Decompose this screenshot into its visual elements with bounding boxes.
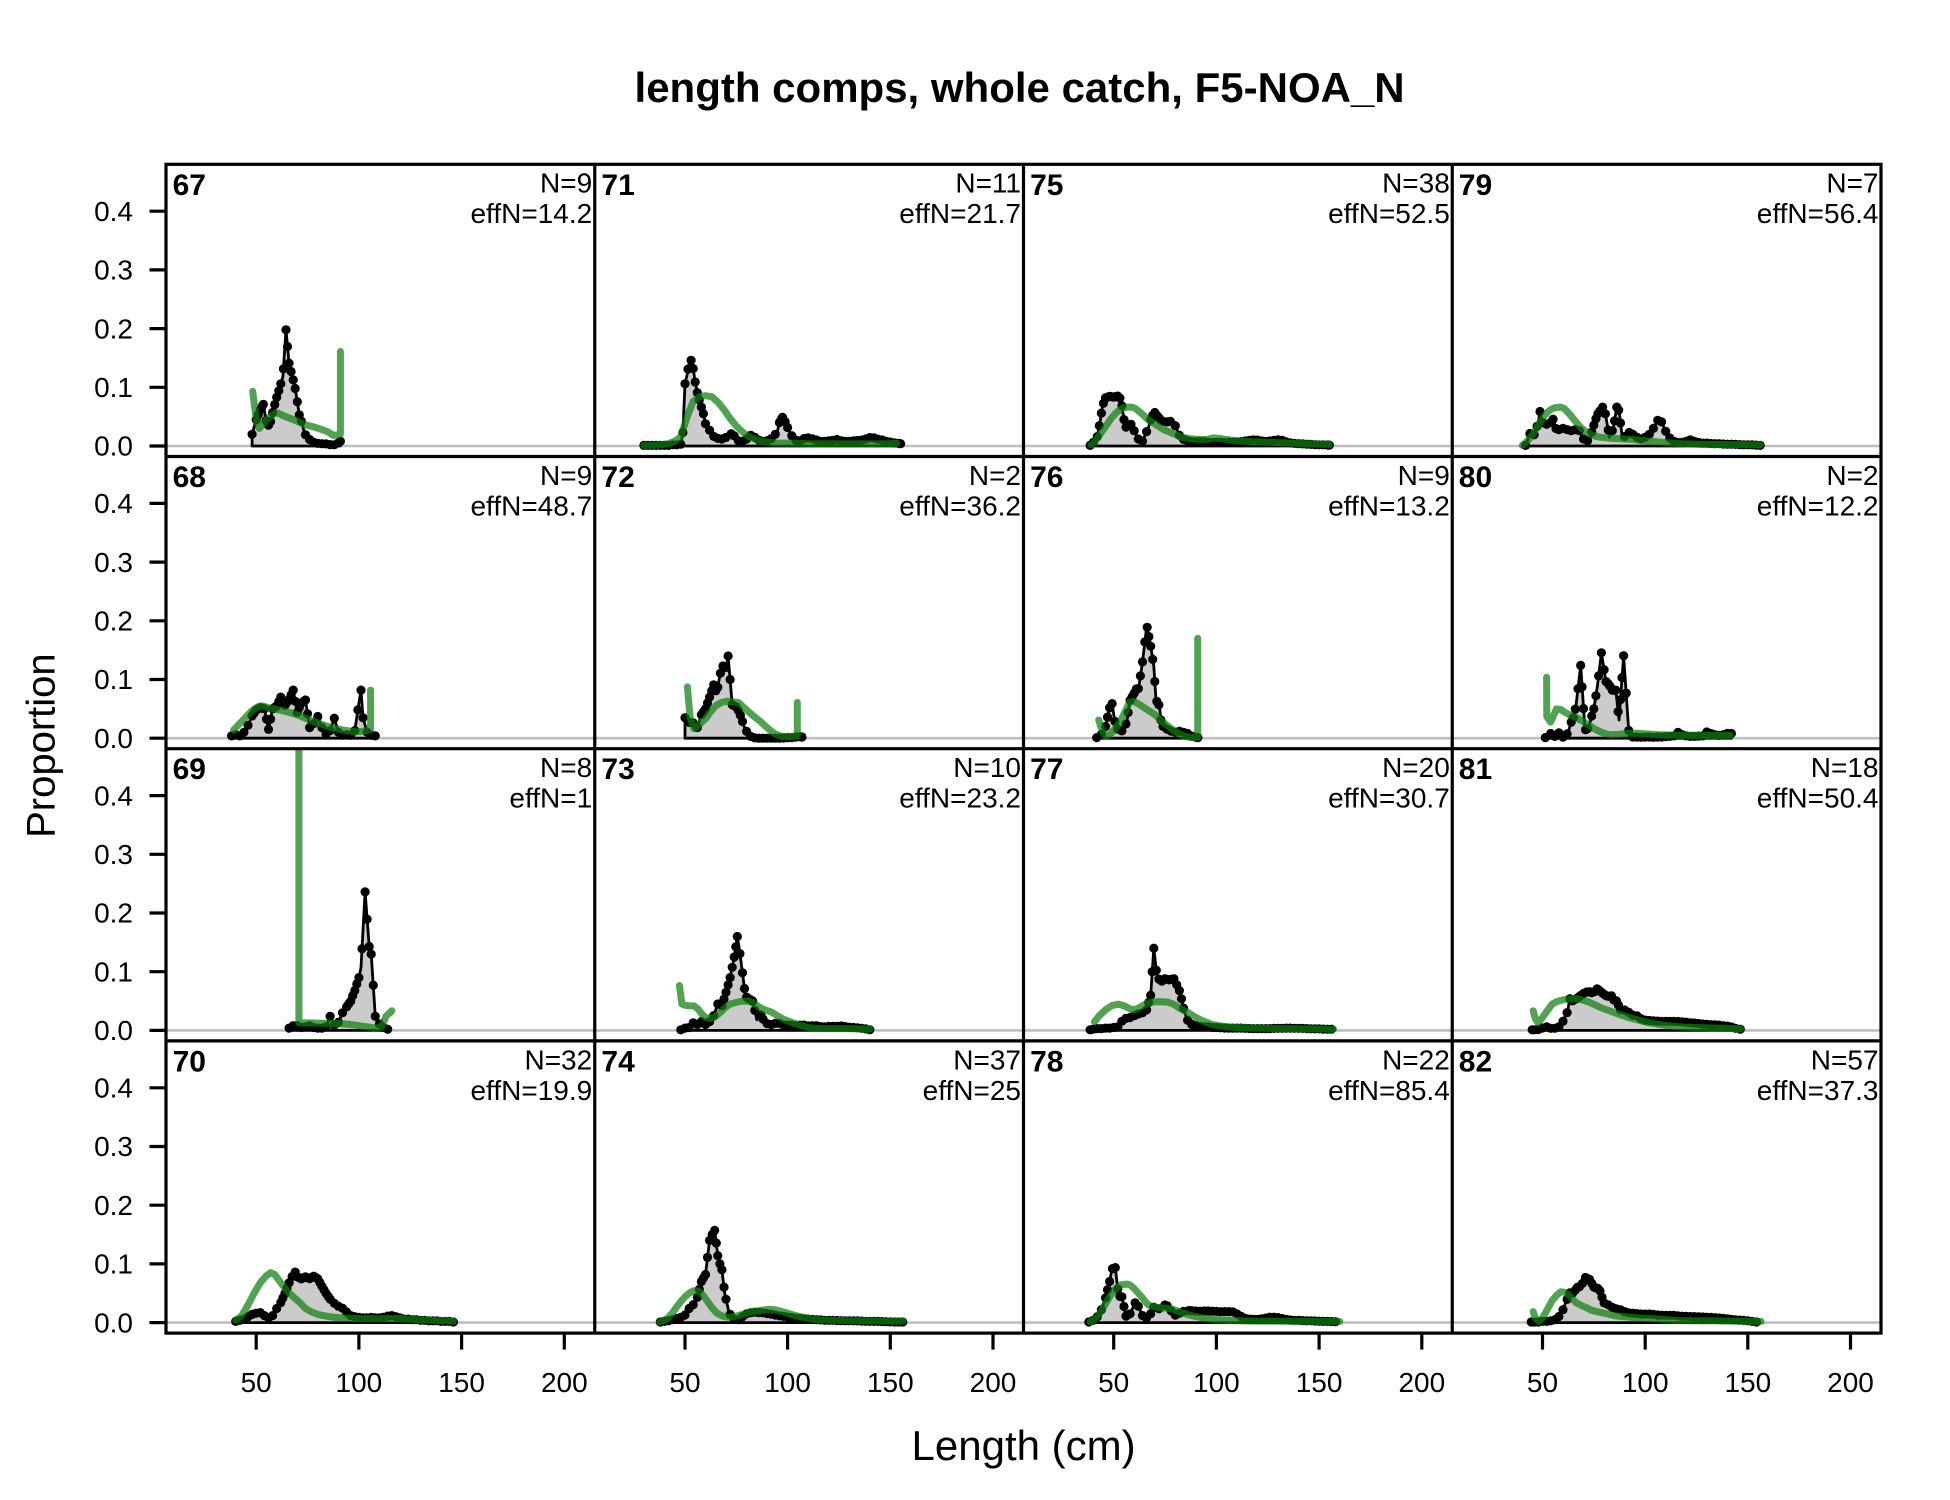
svg-text:0.2: 0.2: [94, 1190, 133, 1221]
svg-text:effN=30.7: effN=30.7: [1328, 783, 1450, 814]
svg-text:effN=56.4: effN=56.4: [1757, 198, 1879, 229]
svg-text:Length (cm): Length (cm): [912, 1422, 1136, 1469]
svg-text:69: 69: [173, 753, 206, 786]
svg-text:length comps, whole catch, F5-: length comps, whole catch, F5-NOA_N: [635, 64, 1405, 111]
svg-text:0.4: 0.4: [94, 1073, 133, 1104]
svg-text:effN=1: effN=1: [509, 783, 592, 814]
svg-text:N=7: N=7: [1826, 168, 1878, 199]
svg-text:68: 68: [173, 461, 206, 494]
svg-text:effN=50.4: effN=50.4: [1757, 783, 1879, 814]
svg-text:100: 100: [336, 1367, 383, 1398]
svg-text:0.1: 0.1: [94, 664, 133, 695]
svg-text:75: 75: [1030, 169, 1063, 202]
svg-text:N=22: N=22: [1382, 1044, 1450, 1075]
svg-text:N=18: N=18: [1811, 752, 1879, 783]
svg-text:N=8: N=8: [540, 752, 592, 783]
svg-text:0.3: 0.3: [94, 255, 133, 286]
svg-text:0.2: 0.2: [94, 606, 133, 637]
svg-text:150: 150: [1724, 1367, 1771, 1398]
svg-text:82: 82: [1459, 1045, 1492, 1078]
svg-text:78: 78: [1030, 1045, 1063, 1078]
svg-text:79: 79: [1459, 169, 1492, 202]
svg-text:100: 100: [1193, 1367, 1240, 1398]
svg-text:N=9: N=9: [1398, 460, 1450, 491]
svg-text:N=2: N=2: [969, 460, 1021, 491]
svg-text:effN=36.2: effN=36.2: [899, 490, 1021, 521]
svg-text:0.4: 0.4: [94, 780, 133, 811]
svg-text:150: 150: [867, 1367, 914, 1398]
svg-text:0.2: 0.2: [94, 313, 133, 344]
svg-text:67: 67: [173, 169, 206, 202]
svg-text:50: 50: [241, 1367, 272, 1398]
svg-text:effN=23.2: effN=23.2: [899, 783, 1021, 814]
svg-text:100: 100: [1622, 1367, 1669, 1398]
svg-text:0.3: 0.3: [94, 1131, 133, 1162]
svg-text:0.0: 0.0: [94, 1015, 133, 1046]
svg-text:N=37: N=37: [953, 1044, 1021, 1075]
svg-text:effN=25: effN=25: [923, 1075, 1021, 1106]
svg-text:74: 74: [601, 1045, 635, 1078]
svg-text:0.0: 0.0: [94, 1307, 133, 1338]
svg-text:80: 80: [1459, 461, 1492, 494]
svg-text:50: 50: [669, 1367, 700, 1398]
svg-text:0.0: 0.0: [94, 431, 133, 462]
svg-text:200: 200: [1827, 1367, 1874, 1398]
svg-text:0.3: 0.3: [94, 547, 133, 578]
svg-text:200: 200: [970, 1367, 1017, 1398]
svg-text:0.1: 0.1: [94, 372, 133, 403]
svg-text:effN=37.3: effN=37.3: [1757, 1075, 1879, 1106]
svg-text:effN=12.2: effN=12.2: [1757, 490, 1879, 521]
svg-text:0.3: 0.3: [94, 839, 133, 870]
svg-text:Proportion: Proportion: [20, 653, 64, 838]
svg-text:76: 76: [1030, 461, 1063, 494]
svg-text:150: 150: [1296, 1367, 1343, 1398]
svg-text:N=2: N=2: [1826, 460, 1878, 491]
svg-text:72: 72: [601, 461, 634, 494]
svg-text:effN=21.7: effN=21.7: [899, 198, 1021, 229]
svg-text:effN=48.7: effN=48.7: [470, 490, 592, 521]
svg-text:100: 100: [764, 1367, 811, 1398]
svg-text:0.1: 0.1: [94, 1249, 133, 1280]
svg-text:N=10: N=10: [953, 752, 1021, 783]
svg-text:50: 50: [1098, 1367, 1129, 1398]
svg-text:effN=14.2: effN=14.2: [470, 198, 592, 229]
svg-text:70: 70: [173, 1045, 206, 1078]
svg-text:0.1: 0.1: [94, 956, 133, 987]
svg-text:N=32: N=32: [524, 1044, 592, 1075]
svg-text:200: 200: [541, 1367, 588, 1398]
svg-text:effN=52.5: effN=52.5: [1328, 198, 1450, 229]
svg-text:effN=85.4: effN=85.4: [1328, 1075, 1450, 1106]
svg-text:effN=19.9: effN=19.9: [470, 1075, 592, 1106]
svg-text:50: 50: [1527, 1367, 1558, 1398]
svg-text:effN=13.2: effN=13.2: [1328, 490, 1450, 521]
svg-text:150: 150: [438, 1367, 485, 1398]
svg-text:81: 81: [1459, 753, 1492, 786]
svg-text:N=20: N=20: [1382, 752, 1450, 783]
svg-text:N=38: N=38: [1382, 168, 1450, 199]
svg-text:0.4: 0.4: [94, 488, 133, 519]
svg-text:N=9: N=9: [540, 460, 592, 491]
svg-text:N=57: N=57: [1811, 1044, 1879, 1075]
svg-text:N=11: N=11: [955, 168, 1021, 199]
svg-text:0.4: 0.4: [94, 196, 133, 227]
svg-text:73: 73: [601, 753, 634, 786]
svg-text:71: 71: [601, 169, 634, 202]
svg-text:200: 200: [1398, 1367, 1445, 1398]
svg-text:0.0: 0.0: [94, 723, 133, 754]
svg-text:0.2: 0.2: [94, 898, 133, 929]
svg-text:77: 77: [1030, 753, 1063, 786]
svg-text:N=9: N=9: [540, 168, 592, 199]
